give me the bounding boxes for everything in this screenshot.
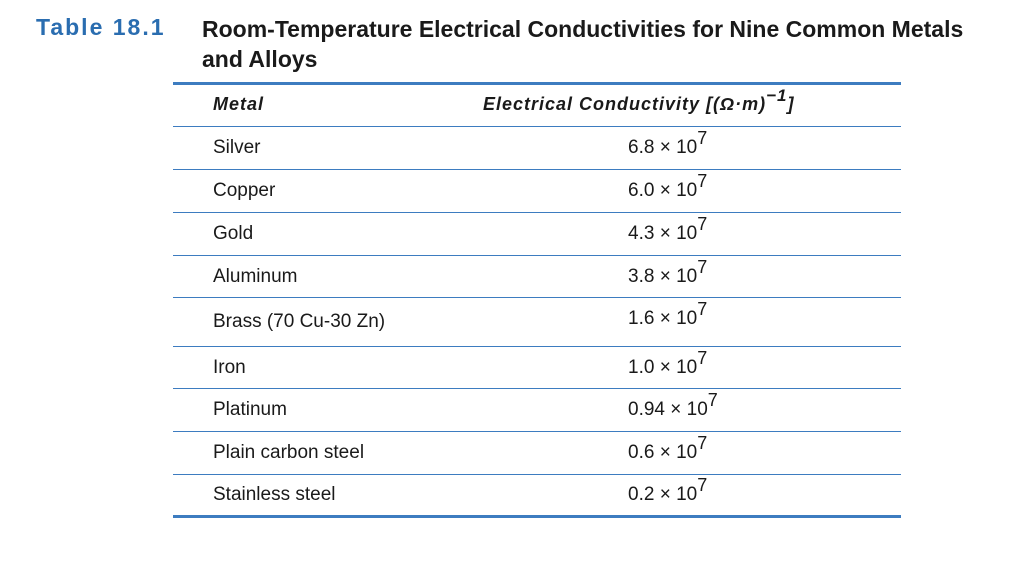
table-row: Plain carbon steel 0.6 × 107 <box>173 432 901 475</box>
cell-mantissa: 0.6 × 10 <box>628 442 698 463</box>
cell-exponent: 7 <box>697 348 708 368</box>
cell-mantissa: 1.0 × 10 <box>628 357 698 378</box>
table-row: Platinum 0.94 × 107 <box>173 389 901 432</box>
cell-exponent: 7 <box>697 433 708 453</box>
cell-metal: Gold <box>213 223 254 244</box>
cell-mantissa: 3.8 × 10 <box>628 266 698 287</box>
cell-metal: Aluminum <box>213 266 298 287</box>
cell-conductivity: 1.0 × 107 <box>628 348 707 379</box>
cell-exponent: 7 <box>697 171 708 191</box>
table-bottom-rule <box>173 515 901 518</box>
cell-mantissa: 6.0 × 10 <box>628 180 698 201</box>
cell-mantissa: 4.3 × 10 <box>628 223 698 244</box>
cell-metal: Brass (70 Cu-30 Zn) <box>213 311 386 332</box>
table-row: Stainless steel 0.2 × 107 <box>173 475 901 515</box>
cell-mantissa: 6.8 × 10 <box>628 137 698 158</box>
table-row: Brass (70 Cu-30 Zn) 1.6 × 107 <box>173 298 901 347</box>
cell-exponent: 7 <box>697 475 708 495</box>
cell-conductivity: 0.6 × 107 <box>628 433 707 464</box>
header-conductivity-exponent: −1 <box>766 86 788 105</box>
cell-mantissa: 0.94 × 10 <box>628 399 708 420</box>
cell-conductivity: 3.8 × 107 <box>628 257 707 288</box>
cell-metal: Plain carbon steel <box>213 442 365 463</box>
header-metal: Metal <box>213 94 265 114</box>
cell-conductivity: 6.8 × 107 <box>628 128 707 159</box>
cell-exponent: 7 <box>707 390 718 410</box>
cell-metal: Copper <box>213 180 276 201</box>
table-row: Iron 1.0 × 107 <box>173 347 901 389</box>
header-conductivity-base: Electrical Conductivity [(Ω·m) <box>483 94 767 114</box>
cell-exponent: 7 <box>697 299 708 319</box>
cell-conductivity: 0.2 × 107 <box>628 475 707 506</box>
cell-mantissa: 0.2 × 10 <box>628 484 698 505</box>
cell-conductivity: 4.3 × 107 <box>628 214 707 245</box>
cell-mantissa: 1.6 × 10 <box>628 308 698 329</box>
cell-conductivity: 0.94 × 107 <box>628 390 718 421</box>
cell-exponent: 7 <box>697 214 708 234</box>
table-number: Table 18.1 <box>36 14 166 40</box>
table-row: Silver 6.8 × 107 <box>173 127 901 170</box>
table-row: Copper 6.0 × 107 <box>173 170 901 213</box>
table-row: Aluminum 3.8 × 107 <box>173 256 901 298</box>
cell-conductivity: 1.6 × 107 <box>628 299 707 330</box>
header-conductivity: Electrical Conductivity [(Ω·m)−1] <box>483 86 795 115</box>
cell-exponent: 7 <box>697 257 708 277</box>
cell-metal: Iron <box>213 357 246 378</box>
header-conductivity-close: ] <box>787 94 795 114</box>
cell-metal: Platinum <box>213 399 287 420</box>
table-header-row: Metal Electrical Conductivity [(Ω·m)−1] <box>173 85 901 127</box>
table-row: Gold 4.3 × 107 <box>173 213 901 256</box>
cell-metal: Stainless steel <box>213 484 336 505</box>
cell-conductivity: 6.0 × 107 <box>628 171 707 202</box>
table-title: Room-Temperature Electrical Conductiviti… <box>202 16 964 72</box>
cell-exponent: 7 <box>697 128 708 148</box>
cell-metal: Silver <box>213 137 261 158</box>
table-top-rule <box>173 82 901 85</box>
